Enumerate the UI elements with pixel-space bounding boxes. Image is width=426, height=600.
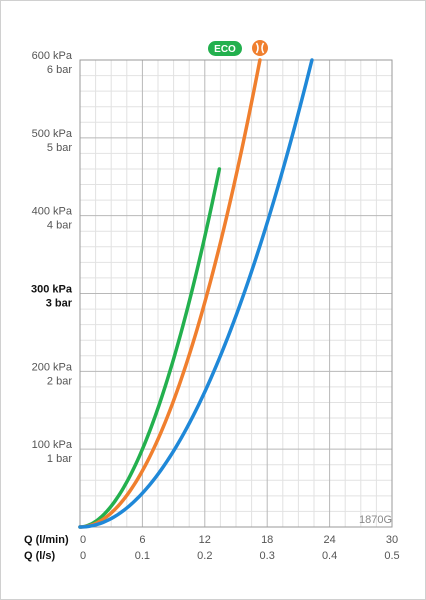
series-badges: ECO: [208, 40, 268, 56]
x-tick-label-lmin: 18: [261, 534, 273, 546]
x-axis-label-ls: Q (l/s): [24, 550, 56, 562]
x-tick-label-ls: 0.3: [260, 550, 275, 562]
x-tick-label-lmin: 30: [386, 534, 398, 546]
flow-curve-1: [78, 58, 262, 529]
plot-border: [79, 59, 393, 528]
x-tick-label-lmin: 0: [80, 534, 86, 546]
eco-badge-label: ECO: [214, 44, 236, 55]
product-code: 1870G: [359, 514, 392, 526]
restrictor-icon: [252, 40, 268, 56]
restrictor-icon-left: [255, 42, 259, 54]
x-tick-label-ls: 0.5: [384, 550, 399, 562]
flow-curve-0: [78, 167, 222, 529]
y-tick-label-kpa: 500 kPa: [32, 128, 73, 140]
x-tick-label-lmin: 6: [139, 534, 145, 546]
restrictor-icon-right: [261, 42, 265, 54]
x-tick-label-ls: 0.1: [135, 550, 150, 562]
y-tick-label-kpa: 300 kPa: [31, 284, 73, 296]
grid-major: [79, 59, 393, 528]
y-axis-labels: 100 kPa 1 bar 200 kPa 2 bar 300 kPa 3 bar 400 …: [31, 50, 73, 465]
y-tick-label-bar: 4 bar: [47, 220, 72, 232]
x-tick-label-lmin: 12: [199, 534, 211, 546]
x-axis-labels: 0 6 12 18 24 30 0 0.1 0.2 0.3 0.4 0.5: [80, 534, 400, 562]
y-tick-label-bar: 5 bar: [47, 142, 72, 154]
y-tick-label-kpa: 200 kPa: [32, 361, 73, 373]
y-tick-label-bar: 6 bar: [47, 64, 72, 76]
flow-curve-2: [78, 58, 314, 529]
x-tick-label-lmin: 24: [323, 534, 335, 546]
y-tick-label-bar: 1 bar: [47, 453, 72, 465]
x-tick-label-ls: 0: [80, 550, 86, 562]
x-tick-label-ls: 0.4: [322, 550, 337, 562]
y-tick-label-bar: 3 bar: [46, 298, 73, 310]
flow-curves: [78, 58, 314, 529]
x-axis-label-lmin: Q (l/min): [24, 534, 69, 546]
eco-badge: [208, 41, 242, 56]
x-tick-label-ls: 0.2: [197, 550, 212, 562]
y-tick-label-kpa: 400 kPa: [32, 206, 73, 218]
y-tick-label-bar: 2 bar: [47, 375, 72, 387]
y-tick-label-kpa: 100 kPa: [32, 439, 73, 451]
y-tick-label-kpa: 600 kPa: [32, 50, 73, 62]
